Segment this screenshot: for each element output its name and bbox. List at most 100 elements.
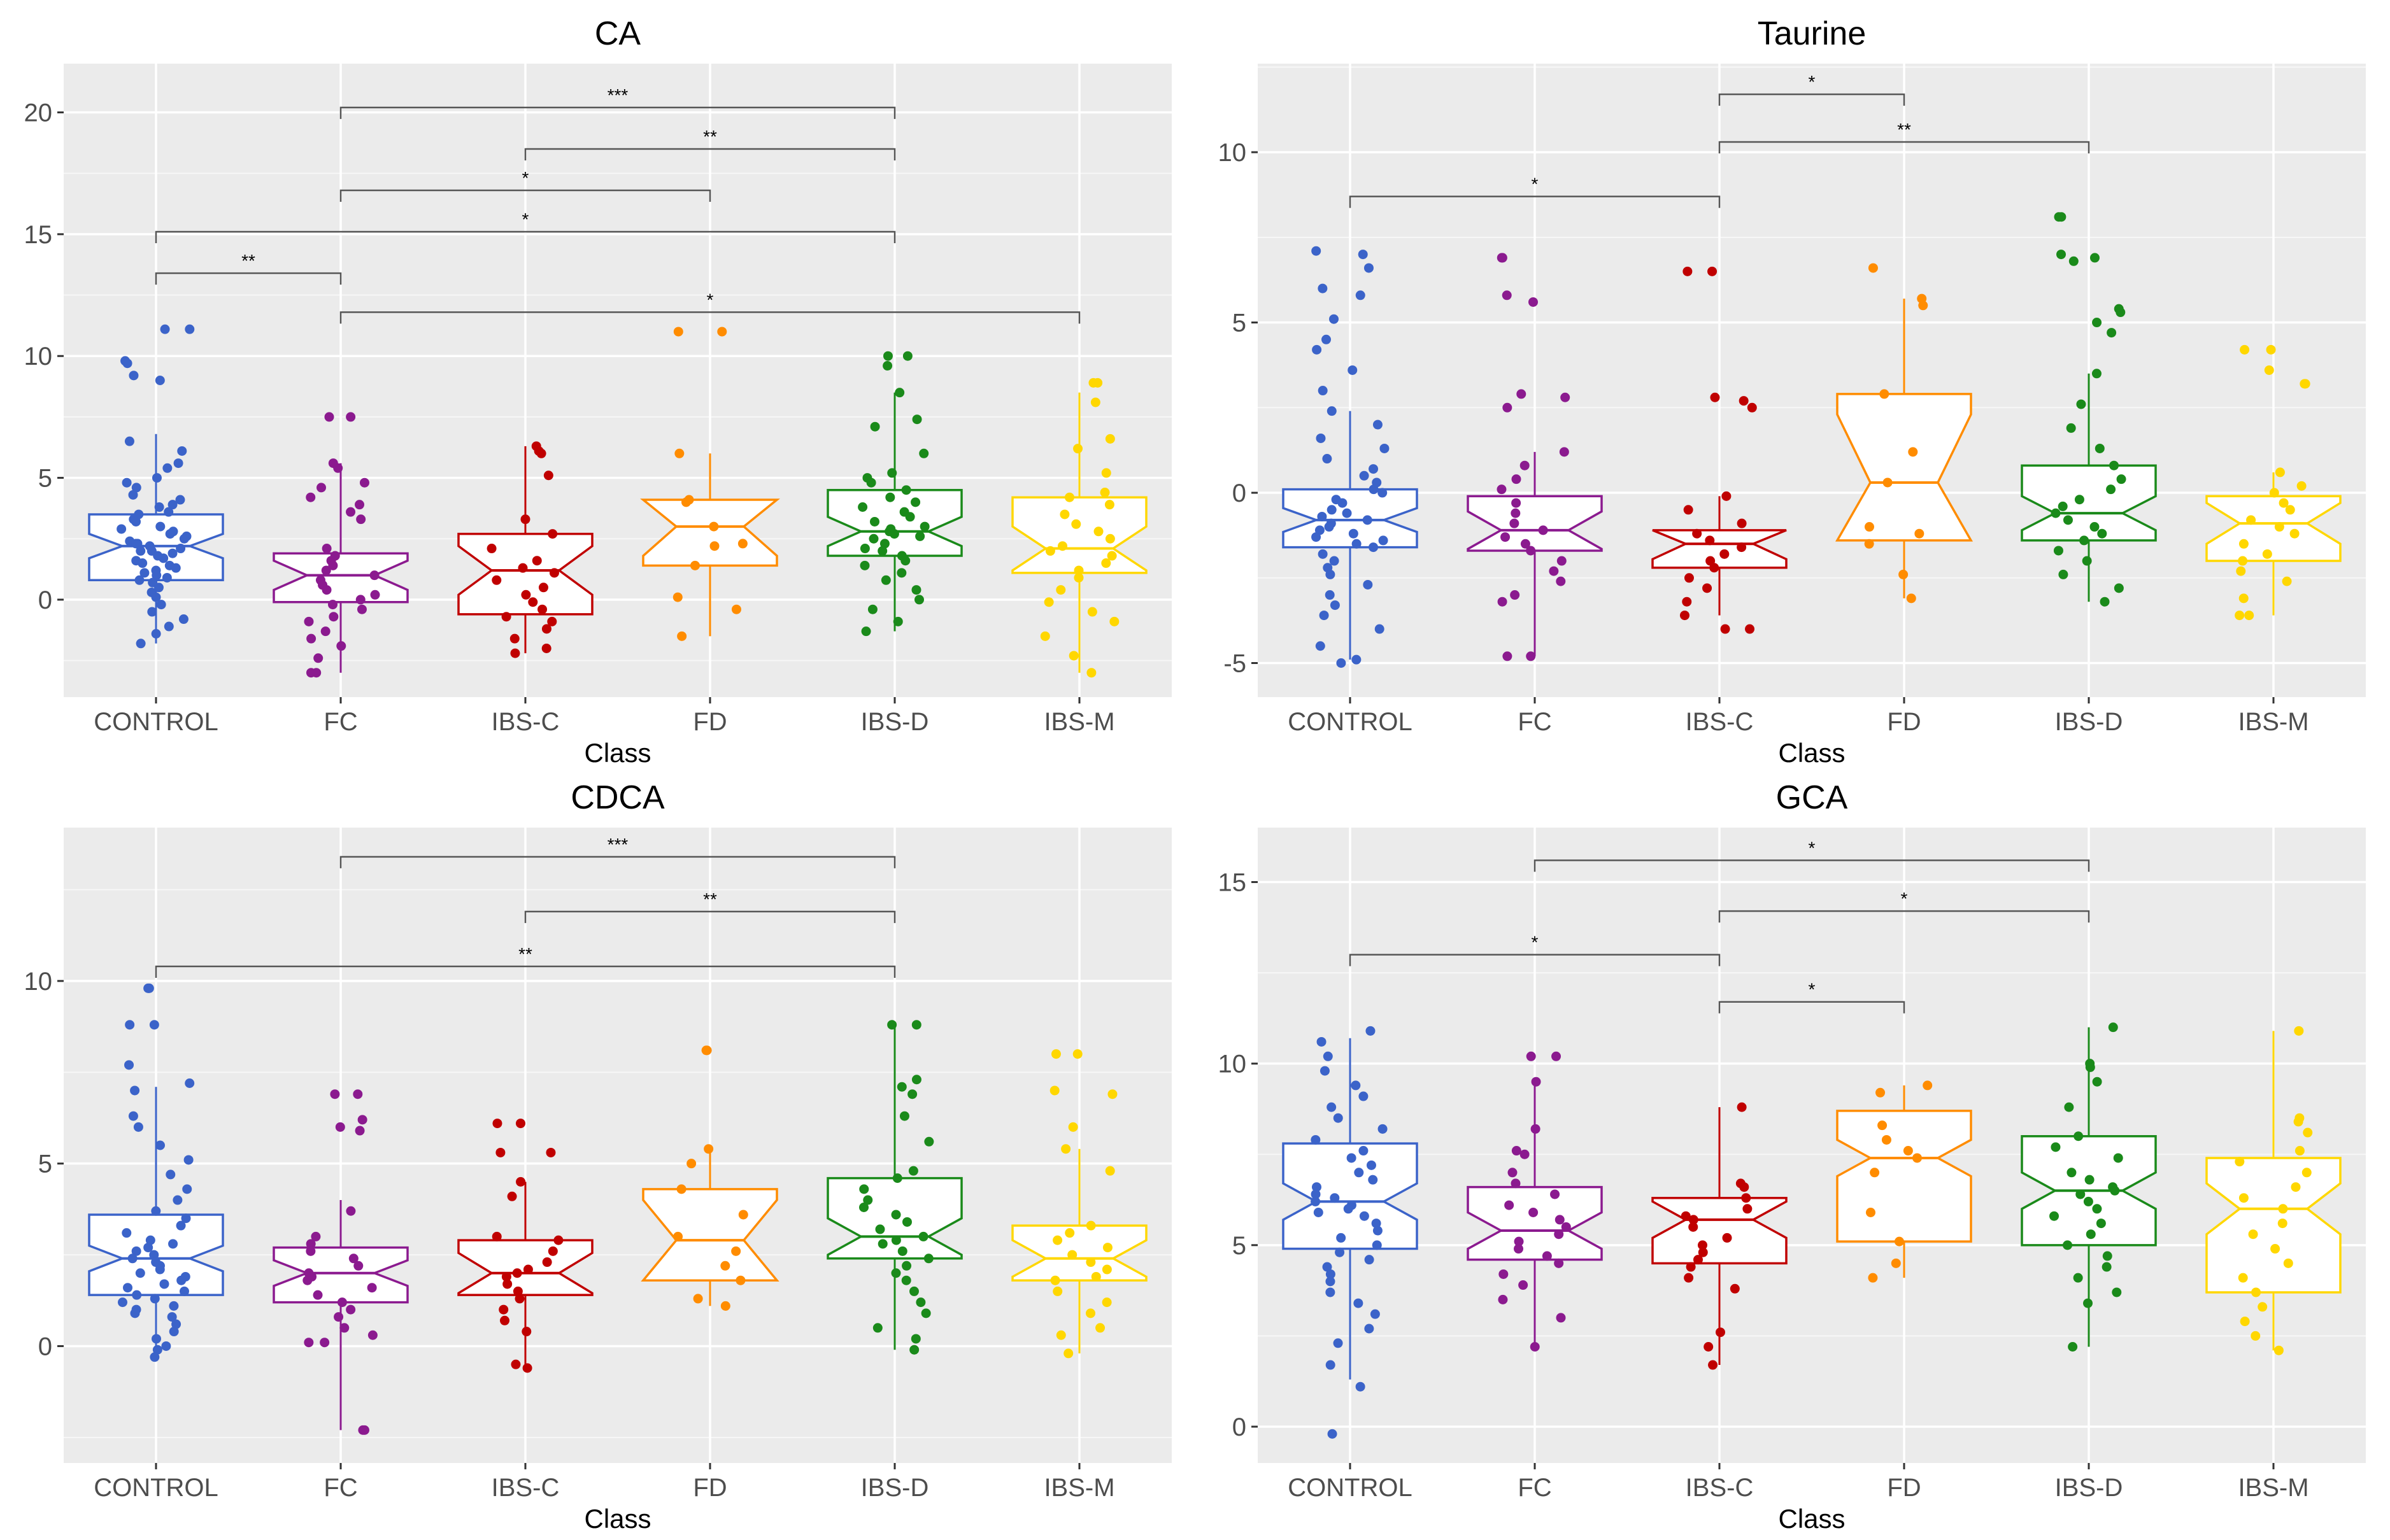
data-point xyxy=(151,1206,161,1216)
points-control xyxy=(1311,1026,1388,1439)
data-point xyxy=(117,1297,127,1308)
data-point xyxy=(1882,477,1893,488)
box-ibs-m xyxy=(1011,1148,1148,1353)
data-point xyxy=(171,563,181,573)
data-point xyxy=(306,1246,316,1256)
data-point xyxy=(2246,515,2256,525)
data-point xyxy=(132,539,143,549)
data-point xyxy=(523,1264,533,1275)
data-point xyxy=(1063,1348,1074,1359)
data-point xyxy=(1504,1200,1514,1210)
data-point xyxy=(549,568,559,578)
data-point xyxy=(1894,1236,1904,1247)
y-tick-label: 5 xyxy=(38,1150,52,1178)
data-point xyxy=(1730,1283,1740,1294)
data-point xyxy=(1551,1051,1561,1061)
data-point xyxy=(1369,484,1379,495)
data-point xyxy=(1549,566,1559,576)
data-point xyxy=(159,553,169,563)
data-point xyxy=(129,371,139,381)
data-point xyxy=(1881,1134,1891,1145)
data-point xyxy=(130,1308,140,1318)
data-point xyxy=(1322,454,1332,464)
data-point xyxy=(1325,1276,1335,1287)
data-point xyxy=(2068,256,2079,266)
data-point xyxy=(143,1243,153,1253)
data-point xyxy=(313,1290,323,1300)
bracket-line xyxy=(524,148,896,160)
y-tick-label: 15 xyxy=(24,221,53,249)
data-point xyxy=(1702,583,1712,593)
data-point xyxy=(353,1089,363,1099)
data-point xyxy=(921,1308,931,1318)
data-point xyxy=(2068,1342,2078,1352)
data-point xyxy=(1870,1168,1880,1178)
data-point xyxy=(1864,522,1874,532)
data-point xyxy=(923,1254,934,1264)
data-point xyxy=(2051,1142,2061,1152)
data-point xyxy=(2073,1273,2083,1283)
significance-label: ** xyxy=(1897,120,1911,139)
data-point xyxy=(1311,1182,1321,1192)
data-point xyxy=(357,604,367,614)
points-fd xyxy=(673,1045,748,1311)
data-point xyxy=(2110,1185,2120,1196)
data-point xyxy=(1045,546,1055,556)
significance-label: *** xyxy=(608,835,629,854)
data-point xyxy=(1317,511,1327,521)
data-point xyxy=(1721,491,1732,501)
significance-label: * xyxy=(1809,72,1816,92)
data-point xyxy=(1908,447,1918,457)
data-point xyxy=(1509,518,1519,528)
data-point xyxy=(327,600,338,610)
data-point xyxy=(2051,508,2061,518)
data-point xyxy=(1864,539,1874,549)
significance-bracket-control-ibs-d: ** xyxy=(155,944,896,978)
box-body xyxy=(1282,1142,1418,1250)
panel-title: GCA xyxy=(1776,779,1848,816)
data-point xyxy=(1053,1286,1063,1296)
data-point xyxy=(548,529,558,539)
data-point xyxy=(1321,334,1332,344)
panel-cdca: 0 5 10 CONTROL FC IBS-C FD IBS-D IBS-M Class CDCA *… xyxy=(24,779,1172,1534)
box-body xyxy=(827,488,963,557)
data-point xyxy=(1071,519,1081,529)
data-point xyxy=(1337,498,1348,508)
points-ibs-m xyxy=(1049,1049,1118,1359)
data-point xyxy=(1560,392,1570,402)
data-point xyxy=(138,558,148,569)
data-point xyxy=(183,1155,194,1165)
bracket-line xyxy=(1718,93,1905,106)
y-tick-label: 5 xyxy=(1232,1232,1246,1260)
significance-bracket-control-ibs-c: * xyxy=(1349,933,1721,966)
box-body xyxy=(1011,496,1148,574)
data-point xyxy=(1311,1189,1321,1199)
data-point xyxy=(867,604,878,614)
data-point xyxy=(1377,1124,1388,1134)
data-point xyxy=(166,1169,176,1180)
data-point xyxy=(2073,1131,2084,1141)
points-fd xyxy=(1864,263,1928,604)
data-point xyxy=(1739,396,1749,406)
data-point xyxy=(359,1425,369,1435)
points-fc xyxy=(302,1089,378,1435)
data-point xyxy=(173,1195,183,1205)
data-point xyxy=(176,1220,186,1231)
data-point xyxy=(1879,389,1889,399)
data-point xyxy=(510,648,520,658)
data-point xyxy=(367,1283,377,1293)
data-point xyxy=(709,541,720,551)
data-point xyxy=(1074,572,1084,583)
x-tick-label-ibs-c: IBS-C xyxy=(1686,1474,1754,1502)
data-point xyxy=(128,490,138,500)
data-point xyxy=(869,533,879,544)
data-point xyxy=(2066,1168,2077,1178)
data-point xyxy=(887,1020,897,1030)
data-point xyxy=(676,1184,686,1194)
data-point xyxy=(164,507,174,517)
points-ibs-m xyxy=(2235,1026,2313,1355)
data-point xyxy=(2251,1331,2261,1341)
data-point xyxy=(124,1060,134,1070)
bracket-line xyxy=(1718,910,2090,923)
data-point xyxy=(893,616,903,626)
